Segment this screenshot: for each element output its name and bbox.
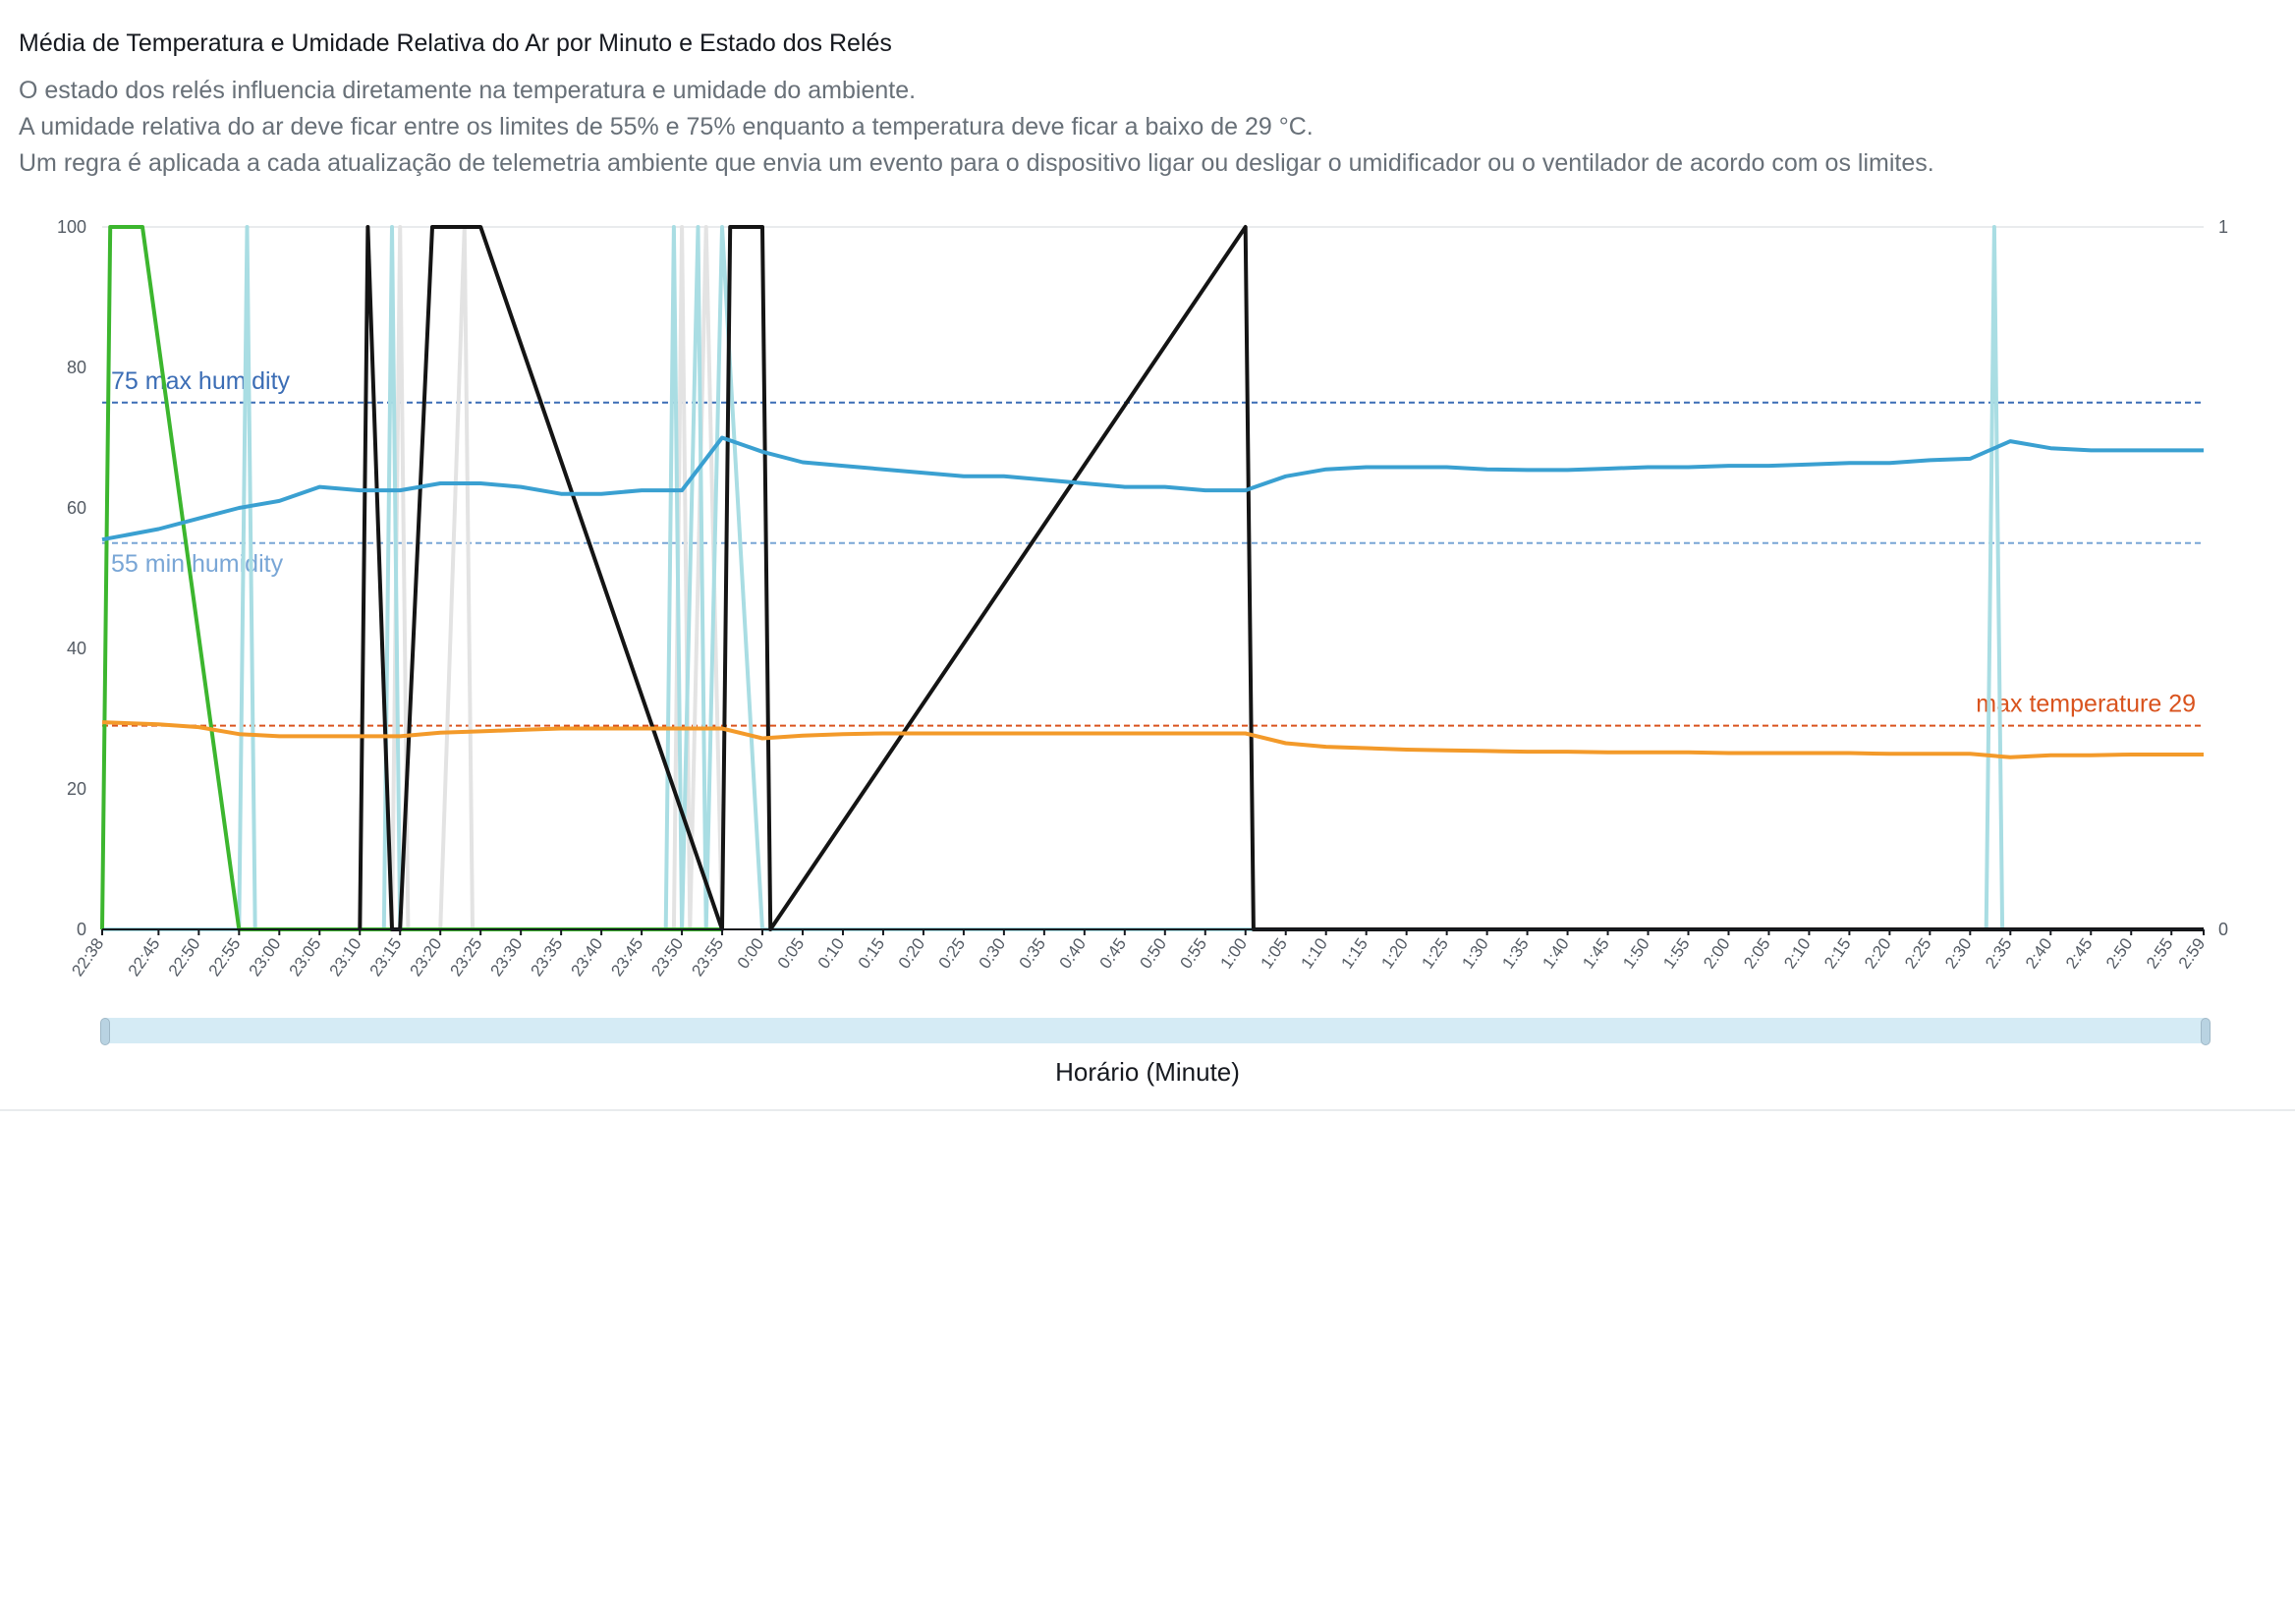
x-tick-label: 2:40 <box>2022 934 2056 972</box>
y-right-tick-label: 0 <box>2218 920 2228 939</box>
line-chart: 0 20 40 60 80 100 0 1 75 max humidity 55 min humi… <box>57 217 2228 980</box>
y-left-tick-label: 100 <box>57 217 86 237</box>
humidity-line <box>101 435 2204 542</box>
relay-state-line <box>100 225 722 931</box>
x-tick-label: 0:00 <box>734 934 768 972</box>
x-tick-label: 2:05 <box>1740 934 1774 972</box>
x-tick-label: 0:55 <box>1177 934 1211 972</box>
reference-line-label: max temperature 29 <box>1976 691 2196 718</box>
y-right-tick-label: 1 <box>2218 217 2228 237</box>
chart-description-line-2: A umidade relativa do ar deve ficar entr… <box>19 113 1314 140</box>
x-tick-label: 0:50 <box>1137 934 1171 972</box>
reference-line-label: 55 min humidity <box>111 550 284 578</box>
x-tick-label: 0:40 <box>1056 934 1091 972</box>
x-tick-label: 2:55 <box>2143 934 2177 972</box>
x-tick-label: 23:50 <box>647 934 687 980</box>
chart-title: Média de Temperatura e Umidade Relativa … <box>19 29 892 57</box>
x-tick-label: 0:35 <box>1016 934 1050 972</box>
x-tick-label: 2:35 <box>1982 934 2016 972</box>
x-tick-label: 2:00 <box>1700 934 1734 972</box>
y-left-tick-label: 20 <box>67 779 86 799</box>
x-tick-label: 22:45 <box>125 934 164 980</box>
x-tick-label: 1:15 <box>1337 934 1371 972</box>
x-tick-label: 1:25 <box>1418 934 1452 972</box>
chart-description-line-1: O estado dos relés influencia diretament… <box>19 77 917 104</box>
x-tick-label: 1:40 <box>1539 934 1573 972</box>
x-tick-label: 0:25 <box>935 934 970 972</box>
x-tick-label: 2:10 <box>1780 934 1815 972</box>
x-tick-label: 0:20 <box>895 934 929 972</box>
x-tick-label: 1:50 <box>1619 934 1653 972</box>
x-tick-label: 1:45 <box>1579 934 1613 972</box>
x-tick-label: 22:50 <box>165 934 204 980</box>
x-tick-label: 23:15 <box>366 934 406 980</box>
x-tick-label: 0:45 <box>1096 934 1131 972</box>
x-tick-label: 1:30 <box>1458 934 1492 972</box>
scrollbar-right-handle[interactable] <box>2201 1018 2211 1045</box>
relay-state-line <box>358 225 2204 931</box>
x-tick-label: 0:05 <box>774 934 809 972</box>
x-tick-label: 22:38 <box>68 934 107 980</box>
x-tick-label: 23:10 <box>326 934 365 980</box>
x-tick-label: 23:25 <box>446 934 485 980</box>
x-tick-label: 23:35 <box>527 934 566 980</box>
divider <box>0 1109 2295 1111</box>
chart-description-line-3: Um regra é aplicada a cada atualização d… <box>19 149 1934 177</box>
x-tick-label: 23:05 <box>286 934 325 980</box>
x-tick-label: 1:00 <box>1216 934 1251 972</box>
time-range-scrollbar[interactable] <box>102 1018 2207 1043</box>
y-left-tick-label: 0 <box>77 920 86 939</box>
x-tick-label: 2:45 <box>2062 934 2097 972</box>
relay-state-line <box>102 225 2204 931</box>
x-tick-label: 0:30 <box>976 934 1010 972</box>
y-left-tick-label: 60 <box>67 498 86 518</box>
x-tick-label: 0:15 <box>855 934 889 972</box>
x-tick-label: 1:35 <box>1498 934 1533 972</box>
x-tick-label: 1:20 <box>1377 934 1412 972</box>
x-tick-label: 2:59 <box>2175 934 2210 972</box>
y-left-tick-label: 80 <box>67 358 86 377</box>
x-axis-title: Horário (Minute) <box>1055 1057 1240 1087</box>
temperature-line <box>101 720 2204 759</box>
x-tick-label: 2:30 <box>1941 934 1976 972</box>
x-tick-label: 1:05 <box>1257 934 1291 972</box>
x-tick-label: 23:20 <box>407 934 446 980</box>
scrollbar-left-handle[interactable] <box>100 1018 110 1045</box>
x-tick-label: 23:00 <box>246 934 285 980</box>
x-tick-label: 1:55 <box>1659 934 1694 972</box>
x-tick-label: 0:10 <box>814 934 849 972</box>
x-tick-label: 23:40 <box>567 934 606 980</box>
x-tick-label: 23:30 <box>486 934 526 980</box>
x-tick-label: 23:45 <box>607 934 646 980</box>
x-tick-label: 2:15 <box>1820 934 1855 972</box>
y-left-tick-label: 40 <box>67 639 86 658</box>
x-tick-label: 2:25 <box>1901 934 1935 972</box>
x-tick-label: 1:10 <box>1297 934 1331 972</box>
reference-line-label: 75 max humidity <box>111 367 291 395</box>
x-tick-label: 2:20 <box>1861 934 1895 972</box>
x-tick-label: 2:50 <box>2102 934 2137 972</box>
x-tick-label: 22:55 <box>205 934 245 980</box>
x-tick-label: 23:55 <box>688 934 727 980</box>
